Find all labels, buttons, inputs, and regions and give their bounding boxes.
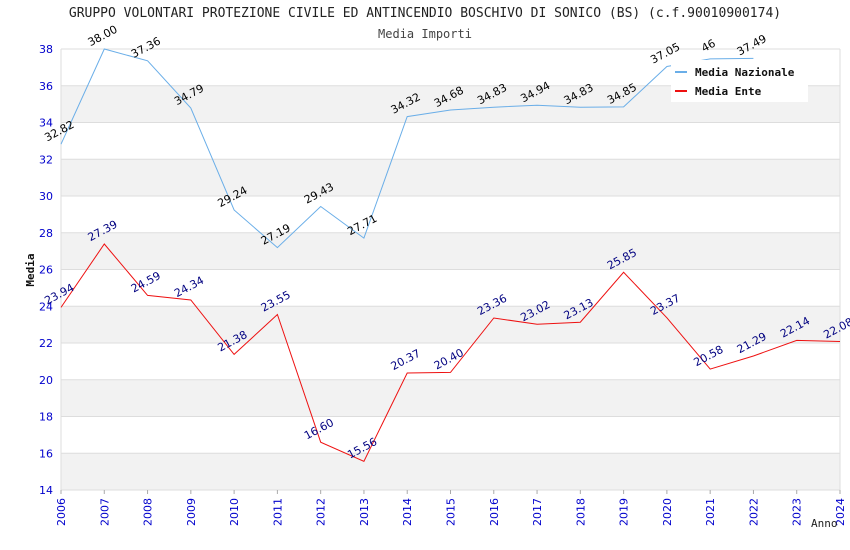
- series-line-media-ente: [60, 243, 841, 462]
- y-axis-label: Media: [24, 253, 37, 286]
- data-label-media-ente: 24.34: [172, 274, 206, 300]
- legend-swatch-media-nazionale: [675, 71, 687, 73]
- background-band: [61, 379, 840, 417]
- x-tick-label: 2023: [791, 498, 804, 526]
- x-tick-label: 2021: [704, 498, 717, 526]
- y-tick-label: 30: [39, 190, 53, 203]
- data-label-media-nazionale: 38.00: [86, 23, 120, 49]
- y-tick-label: 38: [39, 43, 53, 56]
- x-tick-label: 2010: [228, 498, 241, 526]
- y-axis-ticks: 14 16 18 20 22 24 26 28 30 32 34 36 38: [39, 43, 53, 497]
- y-tick-label: 24: [39, 300, 53, 313]
- data-label-media-nazionale: 37.36: [129, 35, 163, 61]
- x-tick-label: 2022: [747, 498, 760, 526]
- y-tick-label: 32: [39, 153, 53, 166]
- x-tick-label: 2017: [531, 498, 544, 526]
- x-tick-label: 2006: [55, 498, 68, 526]
- legend-label-media-nazionale: Media Nazionale: [695, 65, 795, 79]
- x-tick-label: 2019: [618, 498, 631, 526]
- x-tick-label: 2012: [315, 498, 328, 526]
- x-tick-label: 2024: [834, 498, 847, 526]
- y-tick-label: 28: [39, 227, 53, 240]
- data-label-media-ente: 24.59: [129, 269, 163, 295]
- series-lines: [60, 48, 841, 462]
- x-tick-label: 2007: [98, 498, 111, 526]
- y-tick-label: 20: [39, 374, 53, 387]
- x-tick-label: 2011: [271, 498, 284, 526]
- legend: Media Nazionale Media Ente: [671, 60, 808, 102]
- data-label-media-nazionale: 37.49: [735, 32, 769, 58]
- x-tick-label: 2016: [488, 498, 501, 526]
- y-tick-label: 14: [39, 484, 53, 497]
- y-tick-label: 16: [39, 447, 53, 460]
- x-tick-label: 2008: [142, 498, 155, 526]
- data-label-media-ente: 20.37: [389, 347, 423, 373]
- legend-item-media-nazionale: Media Nazionale: [675, 65, 794, 79]
- data-label-media-ente: 20.58: [692, 343, 726, 369]
- y-tick-label: 18: [39, 411, 53, 424]
- chart-title: GRUPPO VOLONTARI PROTEZIONE CIVILE ED AN…: [68, 6, 782, 21]
- background-band: [61, 232, 840, 270]
- x-tick-label: 2013: [358, 498, 371, 526]
- background-band: [61, 453, 840, 490]
- legend-label-media-ente: Media Ente: [695, 84, 762, 98]
- y-tick-label: 22: [39, 337, 53, 350]
- legend-swatch-media-ente: [675, 90, 687, 92]
- x-tick-label: 2018: [574, 498, 587, 526]
- series-line-media-nazionale: [60, 48, 754, 249]
- y-tick-label: 34: [39, 117, 53, 130]
- x-axis-label: Anno: [811, 517, 838, 530]
- y-tick-label: 36: [39, 80, 53, 93]
- background-band: [61, 306, 840, 343]
- legend-item-media-ente: Media Ente: [675, 84, 761, 98]
- x-axis-ticks: 2006 2007 2008 2009 2010 2011 2012 2013 2014 2015…: [55, 490, 847, 526]
- y-tick-label: 26: [39, 264, 53, 277]
- x-tick-label: 2015: [445, 498, 458, 526]
- x-tick-label: 2014: [401, 498, 414, 526]
- data-label-media-ente: 20.40: [432, 346, 466, 372]
- background-band: [61, 159, 840, 196]
- data-label-media-nazionale: 46: [699, 37, 717, 55]
- data-label-media-ente: 23.94: [42, 281, 76, 307]
- background-bands: [61, 85, 840, 490]
- x-tick-label: 2020: [661, 498, 674, 526]
- chart-subtitle: Media Importi: [378, 27, 472, 41]
- x-tick-label: 2009: [185, 498, 198, 526]
